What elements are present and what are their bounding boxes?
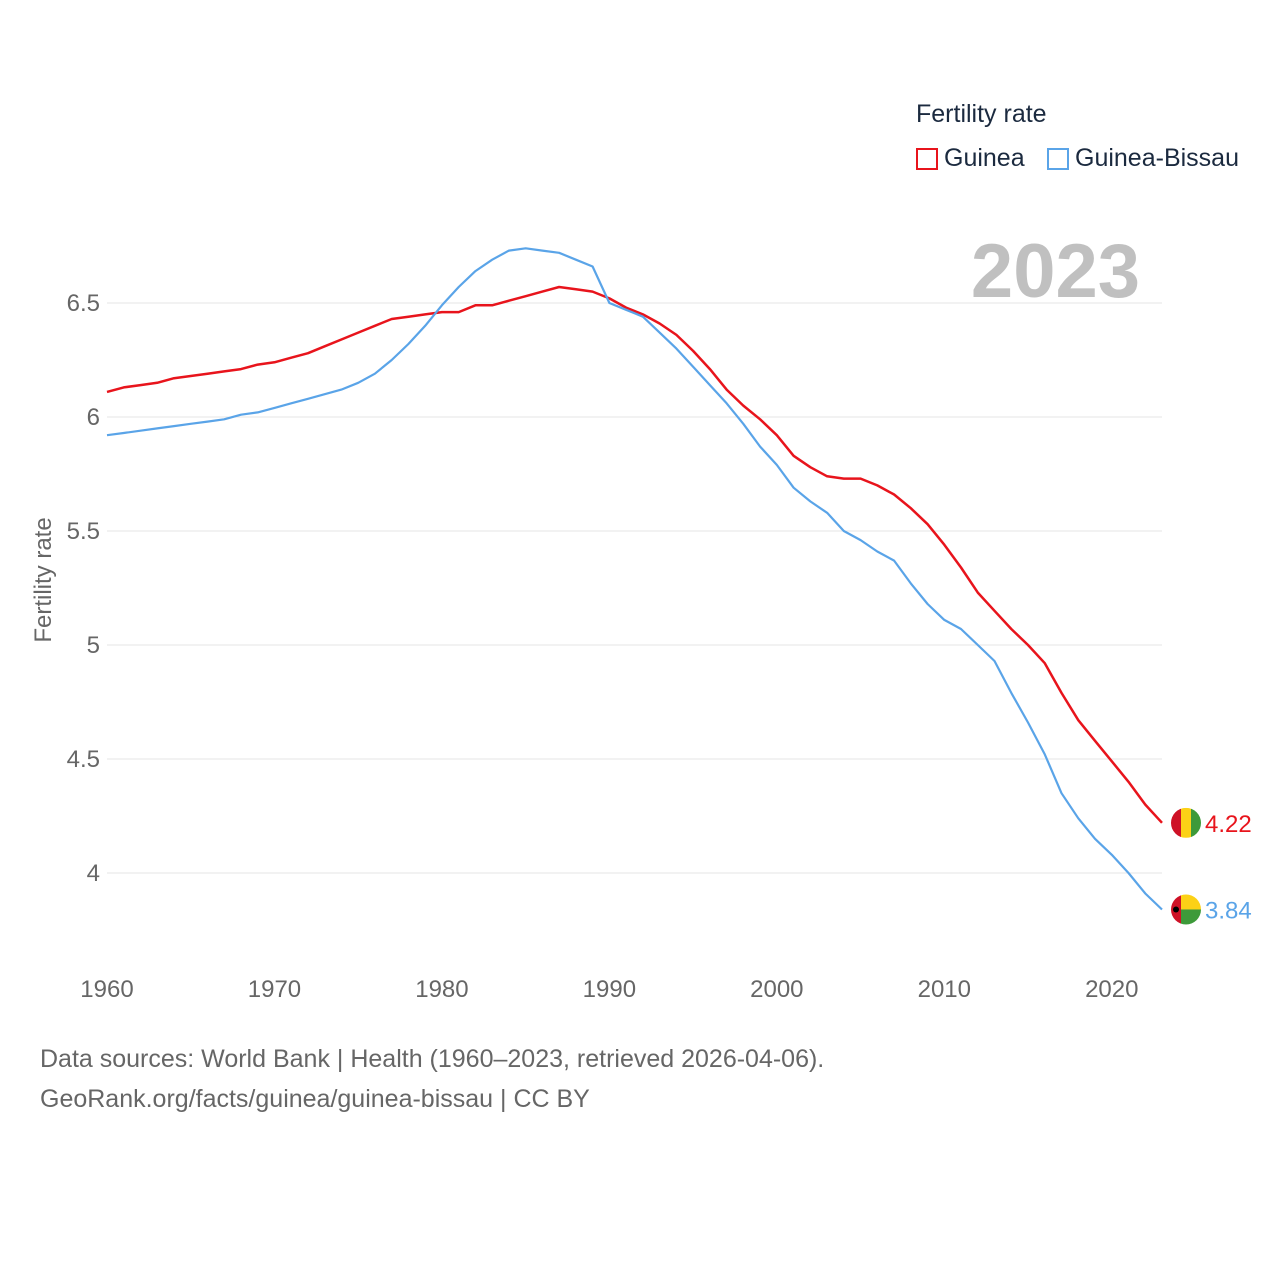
x-tick-label: 1980 [415,976,468,1003]
y-tick-label: 5.5 [67,518,100,545]
x-tick-label: 2010 [918,976,971,1003]
footer-attribution[interactable]: GeoRank.org/facts/guinea/guinea-bissau |… [40,1085,590,1113]
x-tick-label: 2020 [1085,976,1138,1003]
end-markers: 4.22 3.84 [1171,807,1252,925]
y-axis-title: Fertility rate [30,517,57,642]
end-value-label: 4.22 [1205,811,1252,838]
flag-guinea-icon [1171,807,1201,838]
y-tick-label: 4.5 [67,746,100,773]
series-line-guinea-bissau [106,247,1163,911]
end-value-label: 3.84 [1205,897,1252,924]
legend-title: Fertility rate [916,100,1047,128]
x-tick-label: 1970 [248,976,301,1003]
y-tick-label: 4 [87,860,100,887]
series-line-guinea [106,285,1163,824]
y-tick-label: 6 [87,404,100,431]
legend-label-guinea: Guinea [944,144,1025,172]
legend-label-guinea-bissau: Guinea-Bissau [1075,144,1239,172]
legend-swatch-guinea [916,147,938,170]
legend-item-guinea[interactable]: Guinea [916,144,1025,173]
y-tick-label: 5 [87,632,100,659]
x-tick-label: 1990 [583,976,636,1003]
x-tick-label: 1960 [80,976,133,1003]
year-label: 2023 [970,229,1140,314]
footer-sources: Data sources: World Bank | Health (1960–… [40,1045,825,1073]
x-tick-label: 2000 [750,976,803,1003]
series-lines [106,247,1163,911]
legend-swatch-guinea-bissau [1047,147,1069,170]
flag-guinea-bissau-icon [1171,894,1201,925]
y-tick-label: 6.5 [67,290,100,317]
y-axis-ticks: 4 4.5 5 5.5 6 6.5 [67,290,100,887]
x-axis-ticks: 1960 1970 1980 1990 2000 2010 2020 [80,976,1138,1003]
gridlines [107,302,1162,874]
legend-item-guinea-bissau[interactable]: Guinea-Bissau [1047,144,1239,173]
